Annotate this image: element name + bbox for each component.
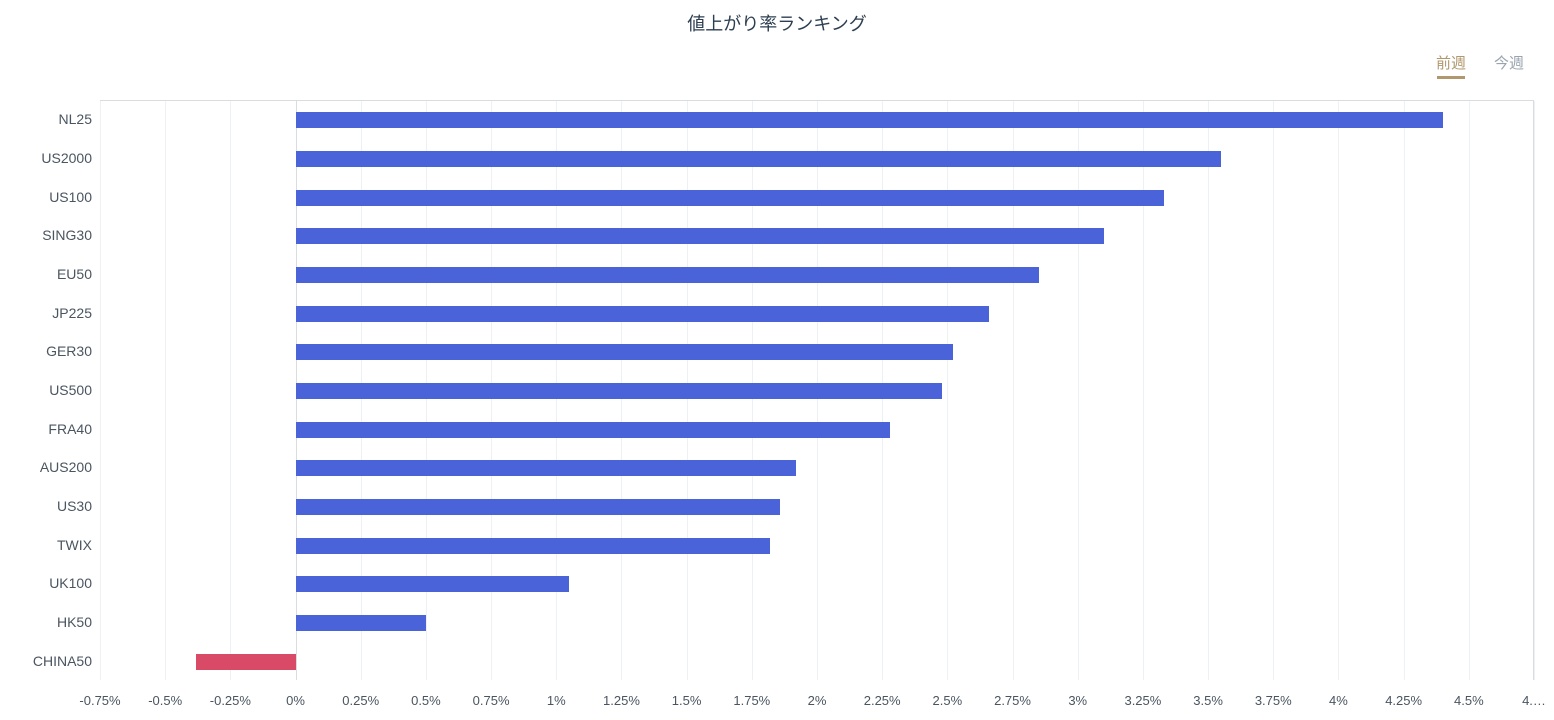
x-tick-label: 2.25%	[864, 693, 901, 708]
bar[interactable]	[196, 654, 295, 670]
bar-row	[100, 190, 1533, 206]
y-tick-label: US500	[0, 382, 92, 398]
bar[interactable]	[296, 228, 1104, 244]
x-tick-label: 2.75%	[994, 693, 1031, 708]
bar-row	[100, 538, 1533, 554]
x-tick-label: 4%	[1329, 693, 1348, 708]
x-tick-label: 2%	[808, 693, 827, 708]
bar-row	[100, 112, 1533, 128]
bar[interactable]	[296, 422, 890, 438]
x-tick-label: -0.5%	[148, 693, 182, 708]
x-tick-label: 1.5%	[672, 693, 702, 708]
bar[interactable]	[296, 112, 1443, 128]
x-tick-label: 4.…	[1522, 693, 1546, 708]
bar[interactable]	[296, 615, 426, 631]
bar[interactable]	[296, 499, 781, 515]
x-tick-label: 0%	[286, 693, 305, 708]
bar[interactable]	[296, 267, 1039, 283]
bar-row	[100, 460, 1533, 476]
chart-container: 値上がり率ランキング 前週 今週 NL25 US2000 US100 SING30 EU…	[0, 0, 1554, 720]
bar-row	[100, 344, 1533, 360]
x-tick-label: 3%	[1068, 693, 1087, 708]
y-tick-label: UK100	[0, 575, 92, 591]
x-tick-label: 0.25%	[342, 693, 379, 708]
legend-underline	[1437, 76, 1465, 79]
y-tick-label: CHINA50	[0, 653, 92, 669]
y-tick-label: US30	[0, 498, 92, 514]
bar[interactable]	[296, 151, 1222, 167]
bar-row	[100, 422, 1533, 438]
y-tick-label: JP225	[0, 305, 92, 321]
y-tick-label: AUS200	[0, 459, 92, 475]
bar-row	[100, 654, 1533, 670]
bar-row	[100, 151, 1533, 167]
bar[interactable]	[296, 576, 570, 592]
y-tick-label: US2000	[0, 150, 92, 166]
bar-row	[100, 383, 1533, 399]
bar-row	[100, 499, 1533, 515]
bar-row	[100, 267, 1533, 283]
y-tick-label: US100	[0, 189, 92, 205]
chart-title: 値上がり率ランキング	[0, 0, 1554, 36]
x-tick-label: 1%	[547, 693, 566, 708]
bar-row	[100, 576, 1533, 592]
bar-row	[100, 228, 1533, 244]
y-tick-label: HK50	[0, 614, 92, 630]
bar[interactable]	[296, 190, 1164, 206]
y-tick-label: NL25	[0, 111, 92, 127]
y-tick-label: SING30	[0, 227, 92, 243]
x-tick-label: 3.25%	[1124, 693, 1161, 708]
bar[interactable]	[296, 306, 990, 322]
x-tick-label: -0.75%	[79, 693, 120, 708]
legend: 前週 今週	[1436, 52, 1524, 79]
x-tick-label: 0.75%	[473, 693, 510, 708]
legend-label-this: 今週	[1494, 52, 1524, 73]
x-tick-label: 3.5%	[1193, 693, 1223, 708]
y-tick-label: TWIX	[0, 537, 92, 553]
bar[interactable]	[296, 460, 797, 476]
y-tick-label: EU50	[0, 266, 92, 282]
x-tick-label: 4.5%	[1454, 693, 1484, 708]
plot-area	[100, 100, 1534, 680]
x-tick-label: 1.75%	[733, 693, 770, 708]
y-tick-label: GER30	[0, 343, 92, 359]
bar[interactable]	[296, 538, 771, 554]
x-tick-label: 0.5%	[411, 693, 441, 708]
legend-label-prev: 前週	[1436, 52, 1466, 73]
bar[interactable]	[296, 383, 943, 399]
gridline	[1534, 101, 1535, 680]
legend-item-prev-week[interactable]: 前週	[1436, 52, 1466, 79]
legend-item-this-week[interactable]: 今週	[1494, 52, 1524, 73]
x-tick-label: 3.75%	[1255, 693, 1292, 708]
x-tick-label: 2.5%	[933, 693, 963, 708]
bar-row	[100, 615, 1533, 631]
y-tick-label: FRA40	[0, 421, 92, 437]
x-tick-label: 1.25%	[603, 693, 640, 708]
bar[interactable]	[296, 344, 953, 360]
bar-row	[100, 306, 1533, 322]
x-tick-label: -0.25%	[210, 693, 251, 708]
x-tick-label: 4.25%	[1385, 693, 1422, 708]
